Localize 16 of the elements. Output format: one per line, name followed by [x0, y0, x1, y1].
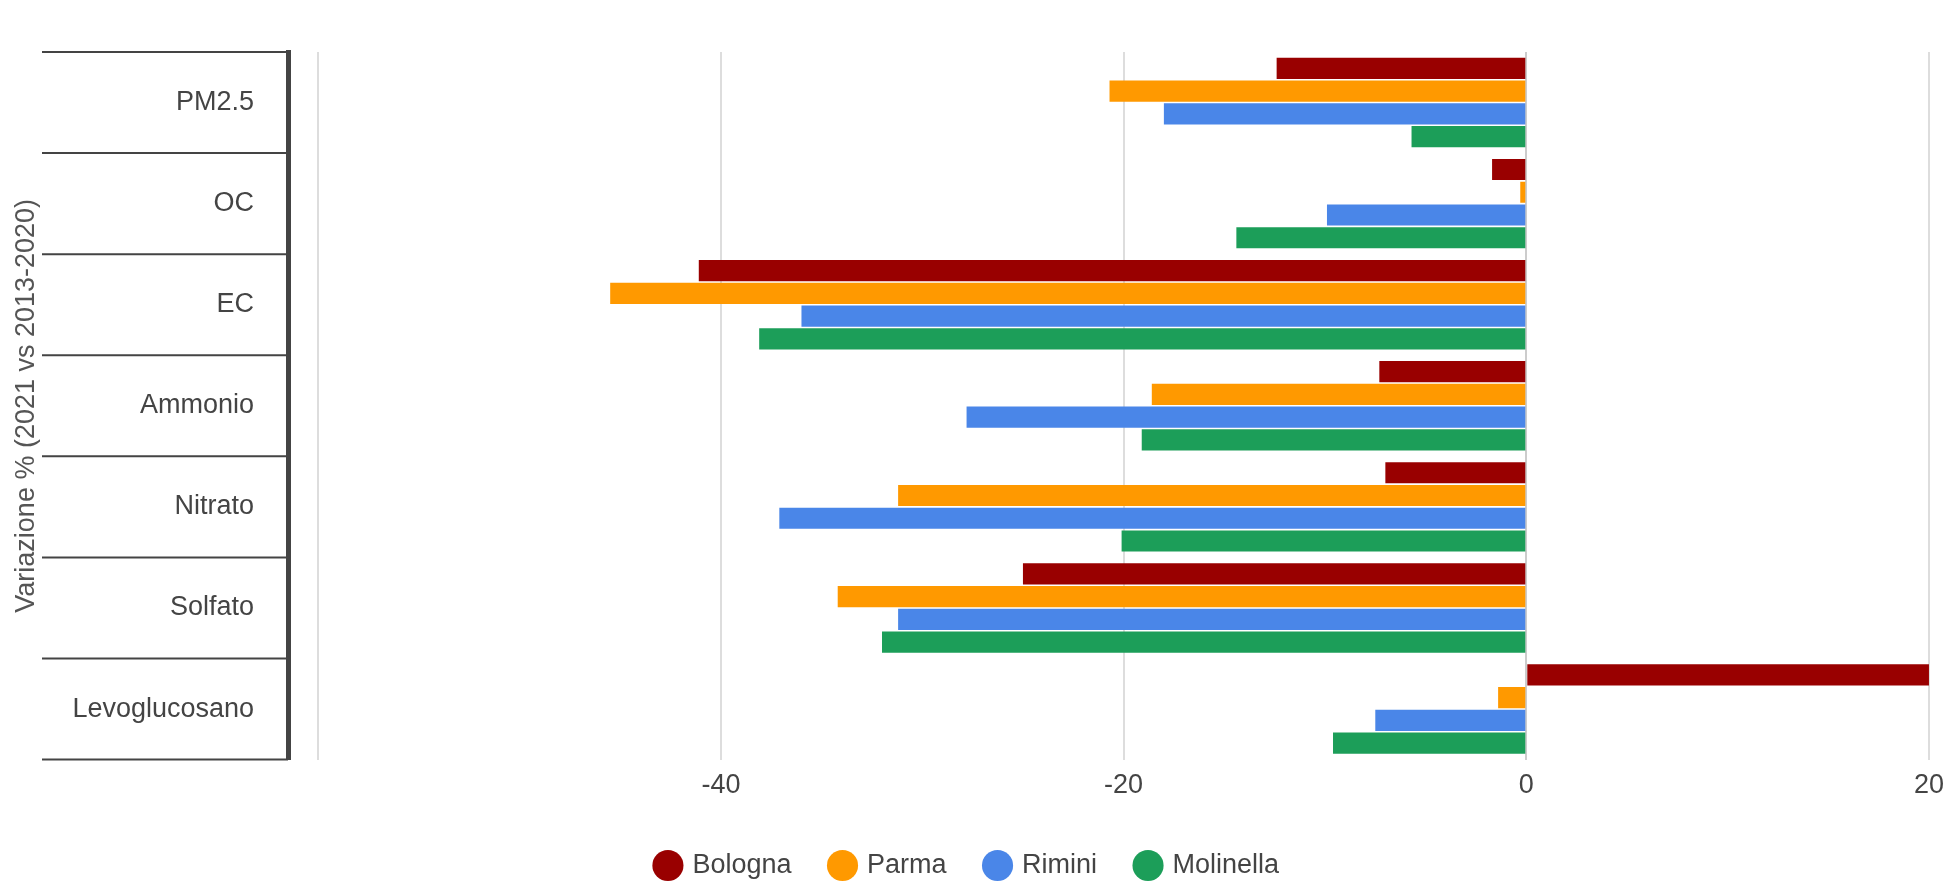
y-tick-label: Nitrato: [174, 490, 255, 521]
y-tick-label: Solfato: [169, 591, 255, 622]
legend-label: Bologna: [692, 848, 793, 879]
x-tick-label: 20: [1913, 769, 1945, 800]
legend-label: Molinella: [1172, 848, 1281, 879]
x-tick-label: -40: [701, 769, 741, 800]
y-axis-title: Variazione % (2021 vs 2013-2020): [9, 198, 40, 613]
x-tick-label: -20: [1104, 769, 1144, 800]
y-tick-label: Levoglucosano: [72, 692, 255, 723]
y-tick-label: OC: [213, 187, 255, 218]
legend-label: Parma: [867, 848, 948, 879]
legend-label: Rimini: [1022, 848, 1098, 879]
y-tick-label: PM2.5: [176, 86, 255, 116]
y-tick-label: Ammonio: [140, 389, 255, 420]
y-tick-label: EC: [216, 288, 255, 319]
x-tick-label: 0: [1518, 769, 1534, 800]
